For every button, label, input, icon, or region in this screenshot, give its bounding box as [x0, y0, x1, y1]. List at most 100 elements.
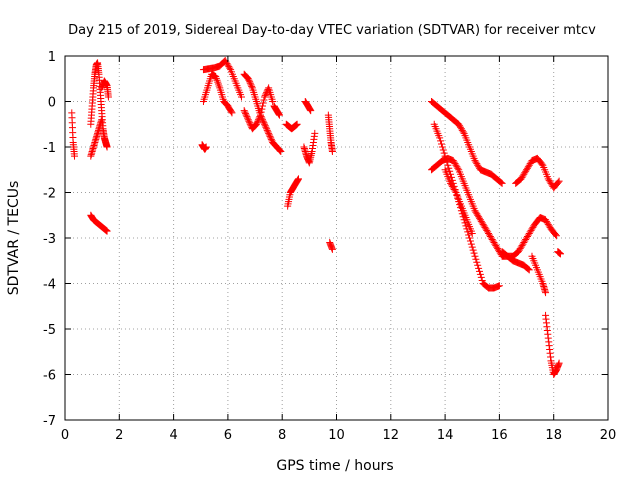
data-point — [520, 239, 528, 247]
x-tick-label: 4 — [169, 428, 177, 443]
x-tick-label: 8 — [278, 428, 286, 443]
data-point — [451, 187, 459, 195]
data-point — [264, 128, 272, 136]
data-point — [474, 261, 482, 269]
series-l — [282, 120, 301, 133]
series-d — [98, 77, 112, 101]
data-point — [227, 108, 235, 116]
data-point — [467, 240, 475, 248]
y-tick-label: -3 — [43, 232, 56, 247]
data-point — [496, 178, 504, 186]
data-point — [247, 81, 255, 89]
data-point — [498, 179, 506, 187]
data-point — [265, 131, 273, 139]
x-tick-label: 10 — [328, 428, 345, 443]
data-point — [248, 82, 256, 90]
data-point — [525, 161, 533, 169]
series-m — [284, 175, 302, 210]
data-point — [521, 237, 529, 245]
y-tick-label: -2 — [43, 187, 56, 202]
data-point — [523, 164, 531, 172]
y-tick-label: 1 — [48, 50, 56, 65]
data-point — [520, 170, 528, 178]
series-x — [528, 252, 550, 297]
data-point — [263, 126, 271, 134]
data-point — [519, 240, 527, 248]
data-points — [68, 57, 564, 378]
y-axis-label: SDTVAR / TECUs — [6, 181, 22, 296]
data-point — [542, 216, 550, 224]
data-point — [492, 242, 500, 250]
data-point — [524, 231, 532, 239]
data-point — [473, 210, 481, 218]
data-point — [243, 113, 251, 121]
data-point — [311, 129, 319, 137]
data-point — [456, 122, 464, 130]
data-point — [526, 228, 534, 236]
data-point — [497, 179, 505, 187]
series-v — [498, 214, 560, 260]
data-point — [479, 220, 487, 228]
data-point — [470, 249, 478, 257]
data-point — [246, 79, 254, 87]
data-point — [490, 239, 498, 247]
data-point — [293, 120, 301, 128]
data-point — [252, 120, 260, 128]
data-point — [466, 237, 474, 245]
data-point — [478, 219, 486, 227]
data-point — [494, 246, 502, 254]
data-point — [447, 181, 455, 189]
data-point — [482, 225, 490, 233]
data-point — [258, 105, 266, 113]
data-point — [254, 116, 262, 124]
data-point — [436, 134, 444, 142]
x-tick-label: 0 — [61, 428, 69, 443]
data-point — [472, 208, 480, 216]
data-point — [294, 175, 302, 183]
x-tick-label: 20 — [600, 428, 617, 443]
data-point — [522, 236, 530, 244]
data-point — [525, 229, 533, 237]
data-point — [439, 146, 447, 154]
data-point — [442, 155, 450, 163]
data-point — [546, 178, 554, 186]
data-point — [489, 237, 497, 245]
y-tick-labels: 1 0 -1 -2 -3 -4 -5 -6 -7 — [43, 50, 56, 429]
data-point — [458, 126, 466, 134]
data-point — [556, 250, 564, 258]
x-tick-label: 16 — [491, 428, 508, 443]
data-point — [449, 157, 457, 165]
data-point — [241, 108, 249, 116]
data-point — [456, 123, 464, 131]
x-tick-label: 14 — [437, 428, 454, 443]
data-point — [98, 116, 106, 124]
series-f — [198, 141, 210, 153]
data-point — [228, 109, 236, 117]
data-point — [244, 114, 252, 122]
data-point — [254, 117, 262, 125]
data-point — [477, 217, 485, 225]
data-point — [555, 359, 563, 367]
data-point — [476, 270, 484, 278]
data-point — [475, 214, 483, 222]
x-tick-label: 12 — [383, 428, 400, 443]
data-point — [260, 96, 268, 104]
data-point — [515, 246, 523, 254]
data-point — [495, 282, 503, 290]
data-point — [242, 111, 250, 119]
y-tick-label: -6 — [43, 369, 56, 384]
data-point — [474, 161, 482, 169]
data-point — [475, 264, 483, 272]
data-point — [452, 161, 460, 169]
data-point — [328, 148, 336, 156]
data-point — [275, 111, 283, 119]
data-point — [542, 289, 550, 297]
data-point — [523, 166, 531, 174]
data-point — [517, 175, 525, 183]
data-point — [542, 217, 550, 225]
data-point — [473, 258, 481, 266]
data-point — [257, 108, 265, 116]
series-z — [554, 248, 564, 258]
data-point — [523, 264, 531, 272]
series-a — [68, 109, 79, 160]
